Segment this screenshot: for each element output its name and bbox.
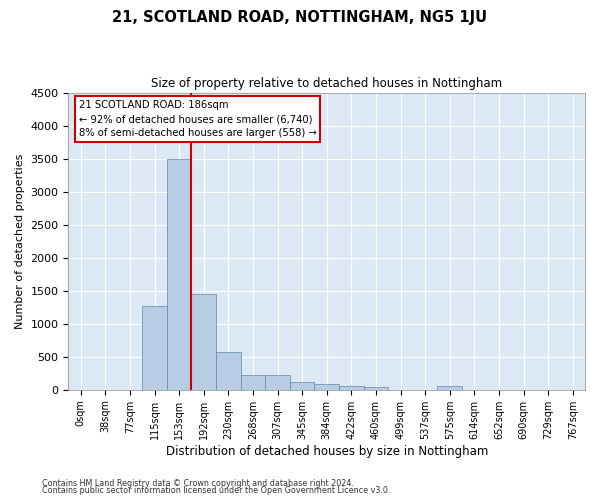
Bar: [364, 387, 388, 390]
Bar: [314, 384, 339, 390]
Bar: [290, 382, 314, 390]
Title: Size of property relative to detached houses in Nottingham: Size of property relative to detached ho…: [151, 78, 502, 90]
Text: Contains public sector information licensed under the Open Government Licence v3: Contains public sector information licen…: [42, 486, 391, 495]
Bar: [265, 375, 290, 390]
Bar: [191, 294, 216, 390]
Text: Contains HM Land Registry data © Crown copyright and database right 2024.: Contains HM Land Registry data © Crown c…: [42, 478, 354, 488]
Y-axis label: Number of detached properties: Number of detached properties: [15, 154, 25, 329]
Bar: [241, 375, 265, 390]
X-axis label: Distribution of detached houses by size in Nottingham: Distribution of detached houses by size …: [166, 444, 488, 458]
Text: 21 SCOTLAND ROAD: 186sqm
← 92% of detached houses are smaller (6,740)
8% of semi: 21 SCOTLAND ROAD: 186sqm ← 92% of detach…: [79, 100, 316, 138]
Bar: [216, 352, 241, 390]
Bar: [437, 386, 462, 390]
Bar: [142, 306, 167, 390]
Bar: [167, 159, 191, 390]
Text: 21, SCOTLAND ROAD, NOTTINGHAM, NG5 1JU: 21, SCOTLAND ROAD, NOTTINGHAM, NG5 1JU: [112, 10, 488, 25]
Bar: [339, 386, 364, 390]
